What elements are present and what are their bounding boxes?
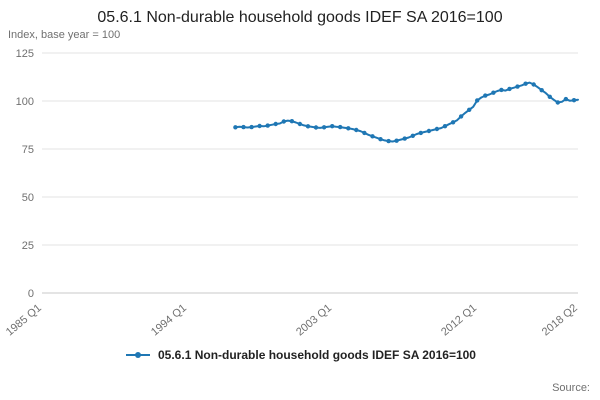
data-point[interactable]	[434, 126, 440, 132]
data-point[interactable]	[362, 130, 367, 136]
y-tick-label: 25	[22, 240, 34, 252]
data-point[interactable]	[370, 134, 375, 139]
data-point[interactable]	[313, 125, 319, 130]
y-axis-unit-label: Index, base year = 100	[8, 29, 121, 42]
data-point[interactable]	[442, 124, 448, 129]
source-label: Source:	[552, 382, 590, 394]
data-point[interactable]	[547, 94, 552, 100]
data-point[interactable]	[346, 126, 351, 131]
data-point[interactable]	[418, 130, 423, 136]
data-point[interactable]	[249, 125, 254, 130]
data-point[interactable]	[499, 87, 504, 93]
chart-title: 05.6.1 Non-durable household goods IDEF …	[97, 9, 503, 26]
data-point[interactable]	[507, 86, 512, 92]
data-point[interactable]	[458, 114, 464, 119]
x-tick-label: 1994 Q1	[149, 302, 189, 338]
data-point[interactable]	[386, 139, 391, 144]
y-tick-label: 0	[28, 288, 34, 300]
data-point[interactable]	[515, 84, 520, 89]
legend-item[interactable]: 05.6.1 Non-durable household goods IDEF …	[0, 348, 600, 362]
data-point[interactable]	[483, 93, 488, 98]
series-line[interactable]	[233, 81, 579, 144]
data-point[interactable]	[475, 98, 480, 103]
legend-label: 05.6.1 Non-durable household goods IDEF …	[158, 348, 476, 363]
data-point[interactable]	[426, 128, 432, 134]
data-point[interactable]	[402, 136, 407, 141]
data-point[interactable]	[354, 127, 359, 133]
y-tick-label: 125	[16, 48, 34, 60]
data-point[interactable]	[531, 82, 536, 87]
x-tick-label: 1985 Q1	[4, 302, 44, 338]
data-point[interactable]	[555, 100, 560, 105]
data-point[interactable]	[338, 125, 343, 130]
data-point[interactable]	[450, 120, 456, 125]
y-tick-label: 75	[22, 144, 34, 156]
data-point[interactable]	[410, 133, 415, 139]
data-point[interactable]	[539, 88, 544, 93]
data-point[interactable]	[241, 125, 246, 130]
data-point[interactable]	[233, 125, 238, 130]
data-point[interactable]	[257, 123, 262, 129]
data-point[interactable]	[305, 124, 311, 129]
data-point[interactable]	[394, 138, 399, 144]
legend-line-marker-icon	[126, 352, 150, 359]
x-tick-label: 2012 Q1	[439, 302, 479, 338]
data-point[interactable]	[265, 123, 270, 128]
data-point[interactable]	[378, 137, 383, 142]
data-point[interactable]	[273, 121, 278, 127]
data-point[interactable]	[289, 119, 295, 124]
y-tick-label: 50	[22, 192, 34, 204]
data-point[interactable]	[297, 121, 303, 127]
x-tick-label: 2003 Q1	[294, 302, 334, 338]
line-chart-plot-area: 0 25 50 75 100 125 1985 Q1 1994 Q1 2003 Q1 2012 Q…	[4, 48, 580, 338]
data-point[interactable]	[571, 98, 577, 103]
data-point[interactable]	[467, 107, 472, 113]
data-point[interactable]	[563, 97, 569, 102]
y-tick-label: 100	[16, 96, 34, 108]
data-point[interactable]	[523, 81, 528, 87]
data-point[interactable]	[321, 125, 327, 130]
data-point[interactable]	[491, 90, 496, 96]
x-tick-label: 2018 Q2	[540, 302, 580, 338]
data-point[interactable]	[281, 119, 286, 124]
data-point[interactable]	[330, 124, 335, 129]
